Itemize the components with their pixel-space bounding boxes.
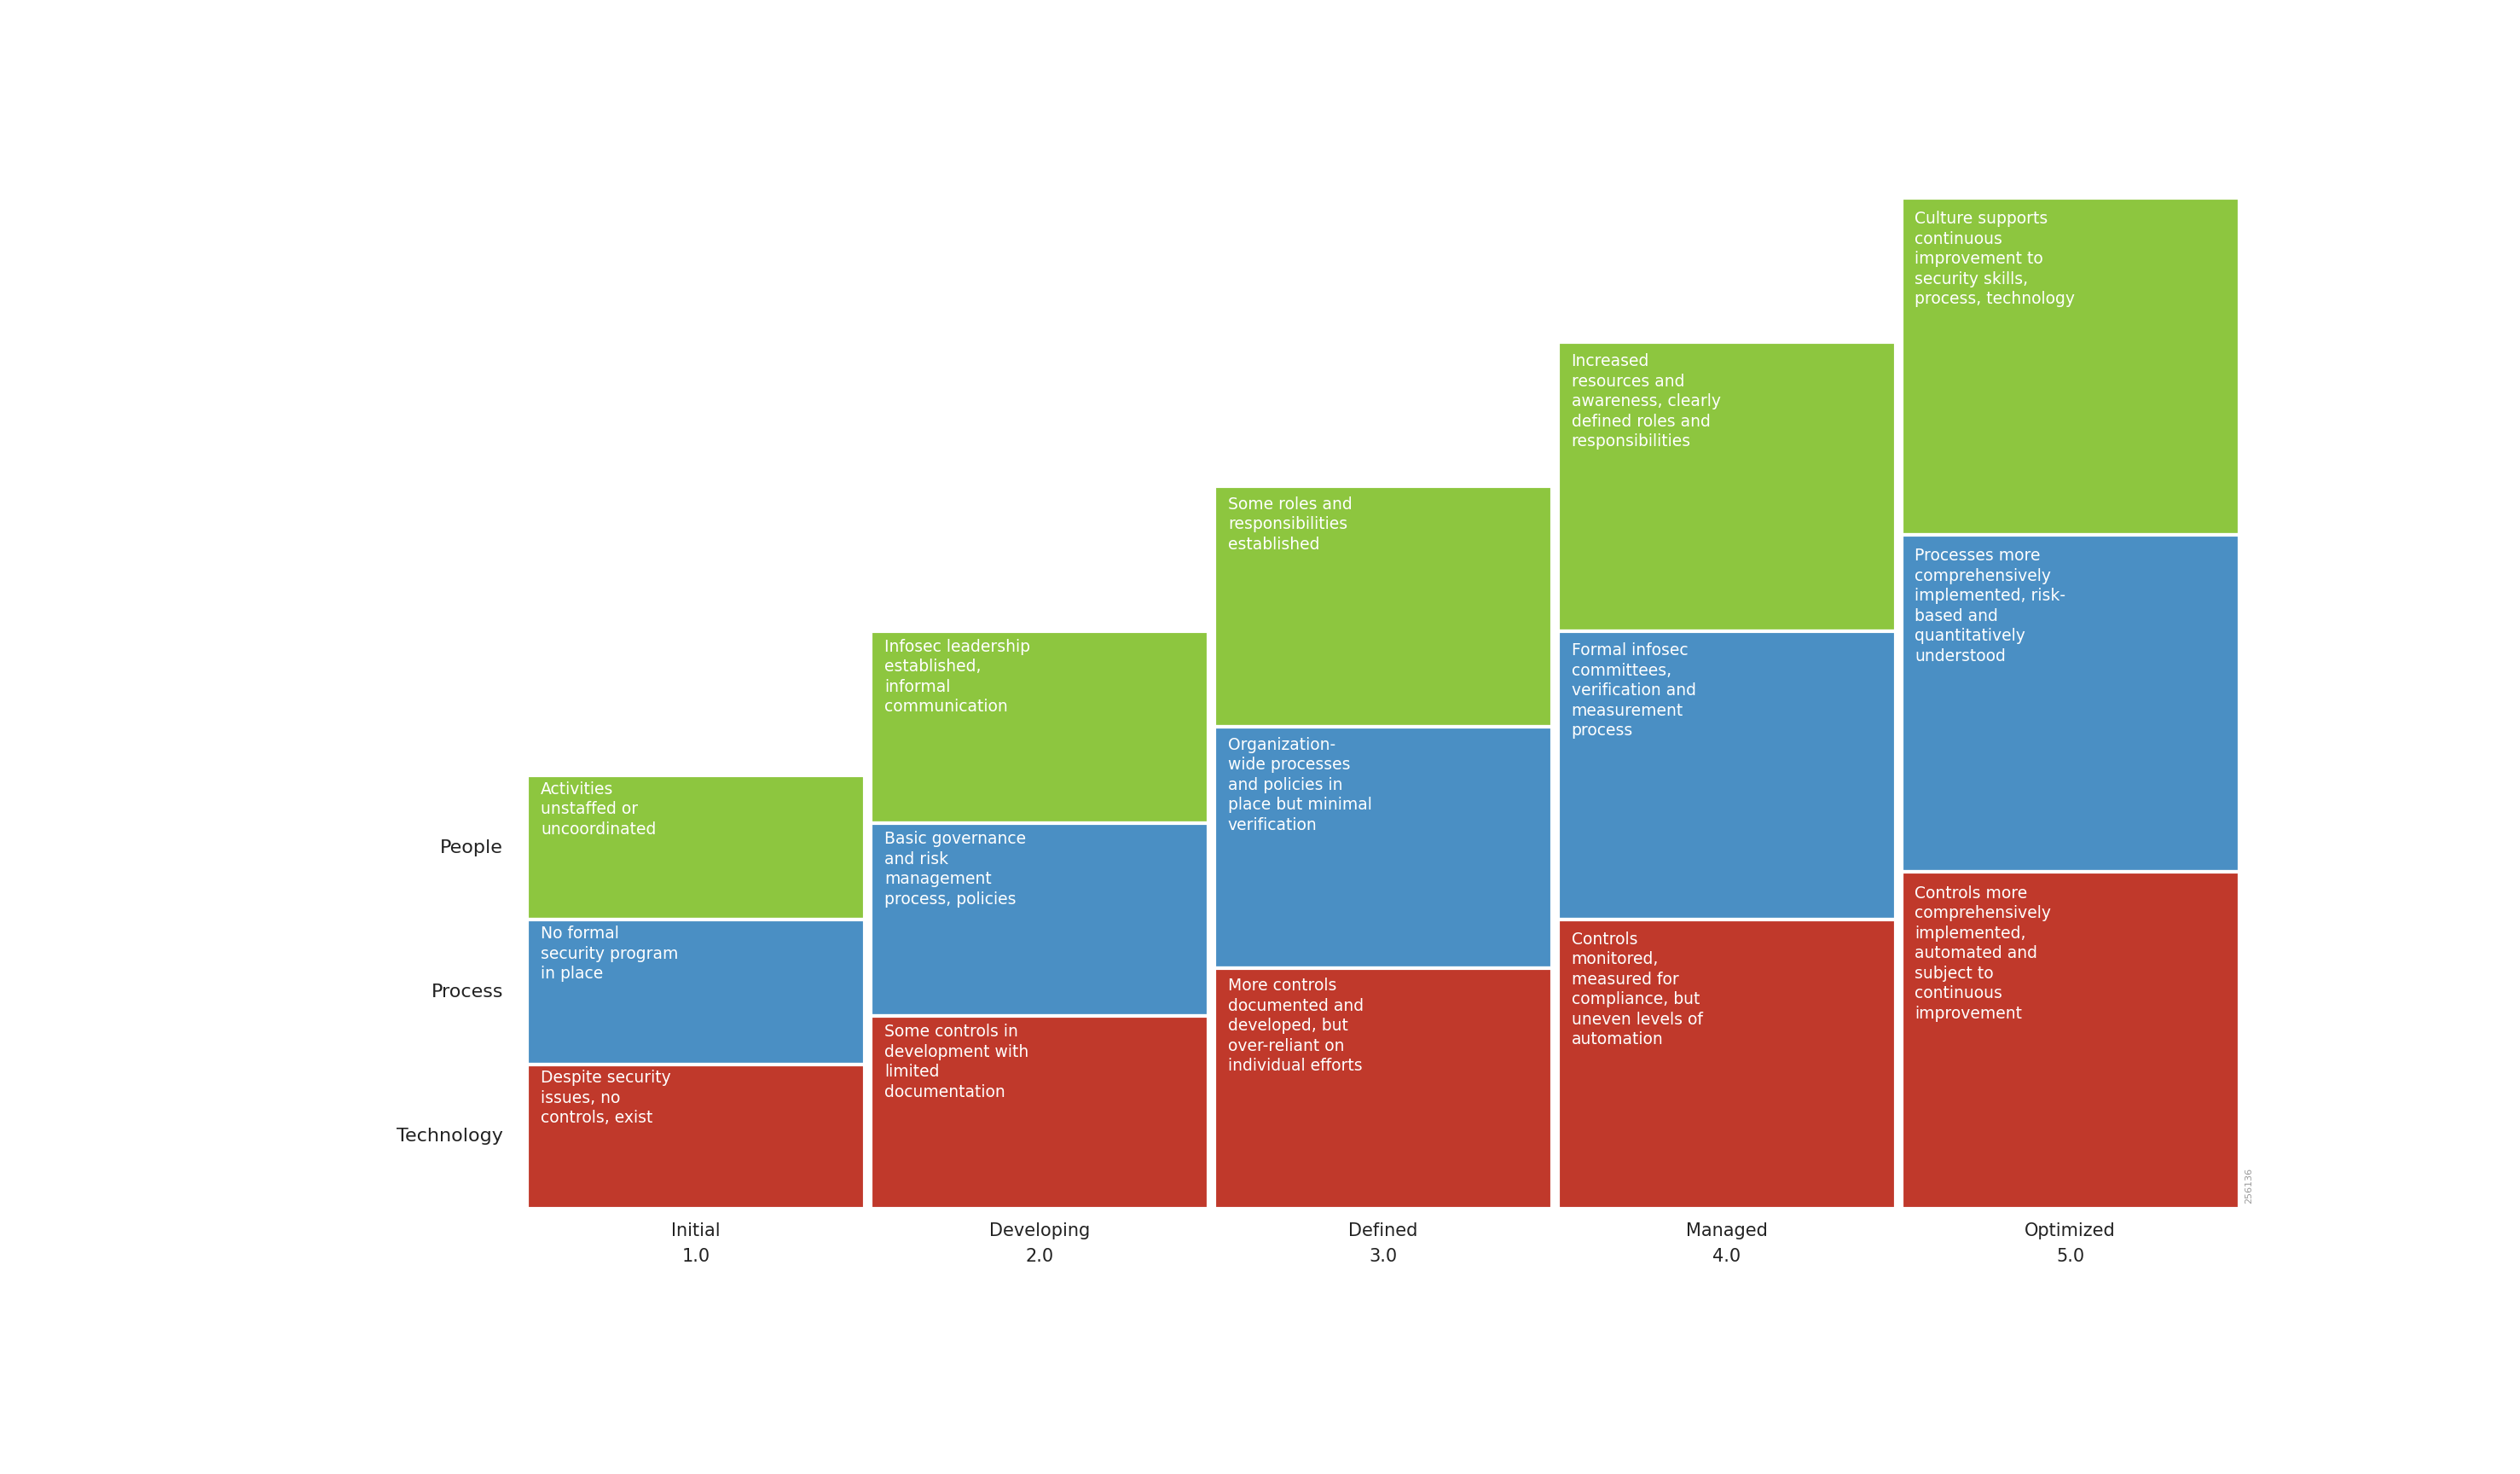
Bar [1215,486,1552,727]
Text: Initial
1.0: Initial 1.0 [670,1222,721,1265]
Bar [1900,871,2240,1209]
Bar [1557,631,1895,920]
Text: Developing
2.0: Developing 2.0 [990,1222,1091,1265]
Bar [1215,968,1552,1209]
Bar [527,920,864,1064]
Bar [872,1016,1210,1209]
Text: Increased
resources and
awareness, clearly
defined roles and
responsibilities: Increased resources and awareness, clear… [1572,354,1721,450]
Text: Some controls in
development with
limited
documentation: Some controls in development with limite… [885,1024,1028,1100]
Bar [1215,727,1552,968]
Text: No formal
security program
in place: No formal security program in place [542,926,678,982]
Text: Controls
monitored,
measured for
compliance, but
uneven levels of
automation: Controls monitored, measured for complia… [1572,932,1704,1048]
Text: 256136: 256136 [2245,1167,2253,1203]
Bar [1557,920,1895,1209]
Text: Culture supports
continuous
improvement to
security skills,
process, technology: Culture supports continuous improvement … [1915,211,2074,308]
Text: Defined
3.0: Defined 3.0 [1348,1222,1419,1265]
Bar [872,631,1210,824]
Text: Activities
unstaffed or
uncoordinated: Activities unstaffed or uncoordinated [542,781,655,837]
Bar [872,824,1210,1016]
Text: Controls more
comprehensively
implemented,
automated and
subject to
continuous
i: Controls more comprehensively implemente… [1915,884,2051,1021]
Bar [1900,198,2240,535]
Text: Basic governance
and risk
management
process, policies: Basic governance and risk management pro… [885,831,1026,908]
Text: More controls
documented and
developed, but
over-reliant on
individual efforts: More controls documented and developed, … [1227,977,1363,1075]
Text: Organization-
wide processes
and policies in
place but minimal
verification: Organization- wide processes and policie… [1227,737,1371,833]
Text: Some roles and
responsibilities
established: Some roles and responsibilities establis… [1227,497,1353,553]
Text: People: People [441,839,504,856]
Text: Processes more
comprehensively
implemented, risk-
based and
quantitatively
under: Processes more comprehensively implement… [1915,548,2066,665]
Bar [527,1064,864,1209]
Text: Process: Process [431,983,504,1001]
Bar [1557,342,1895,631]
Bar [1900,535,2240,871]
Text: Formal infosec
committees,
verification and
measurement
process: Formal infosec committees, verification … [1572,643,1696,738]
Bar [527,775,864,920]
Text: Despite security
issues, no
controls, exist: Despite security issues, no controls, ex… [542,1070,670,1126]
Text: Technology: Technology [396,1128,504,1145]
Text: Managed
4.0: Managed 4.0 [1686,1222,1767,1265]
Text: Optimized
5.0: Optimized 5.0 [2024,1222,2117,1265]
Text: Infosec leadership
established,
informal
communication: Infosec leadership established, informal… [885,638,1031,715]
